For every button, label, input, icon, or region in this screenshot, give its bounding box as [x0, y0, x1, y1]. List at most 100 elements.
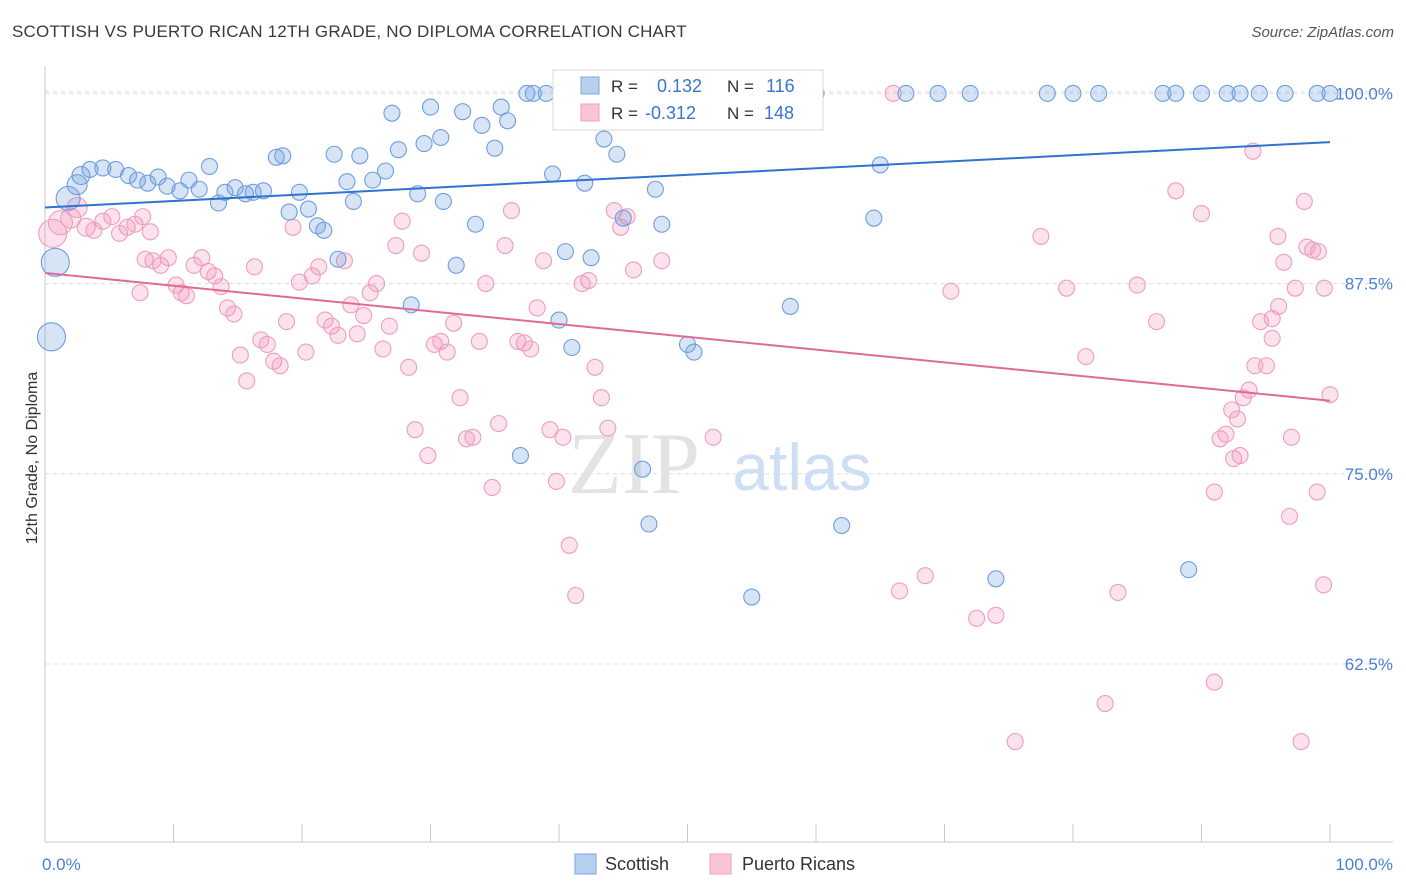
legend-label-scottish: Scottish	[605, 854, 669, 874]
puerto-ricans-point	[1109, 583, 1127, 602]
scottish-point	[576, 174, 594, 192]
puerto-ricans-point	[438, 343, 456, 361]
y-tick-label: 87.5%	[1345, 275, 1393, 294]
y-tick-label: 75.0%	[1345, 465, 1393, 484]
puerto-ricans-point	[432, 332, 450, 350]
scottish-point	[1321, 84, 1339, 102]
scottish-point	[466, 215, 485, 233]
stats-swatch-puerto	[580, 103, 600, 122]
puerto-ricans-point	[592, 389, 610, 407]
puerto-ricans-trend-line	[44, 271, 1331, 402]
scottish-point	[434, 192, 452, 210]
puerto-ricans-point	[218, 299, 237, 317]
scottish-point	[486, 139, 504, 157]
puerto-ricans-point	[1270, 297, 1288, 315]
scottish-point	[40, 247, 70, 277]
puerto-ricans-point	[560, 536, 578, 554]
puerto-ricans-point	[1096, 694, 1114, 713]
puerto-ricans-point	[85, 221, 103, 239]
puerto-ricans-point	[400, 358, 418, 376]
legend-swatch-puerto-ricans	[709, 853, 732, 875]
stats-r-value-puerto: -0.312	[645, 103, 696, 123]
scottish-point	[290, 183, 308, 201]
puerto-ricans-point	[1128, 276, 1146, 294]
puerto-ricans-point	[483, 478, 501, 497]
puerto-ricans-point	[1246, 357, 1264, 375]
scottish-point	[544, 165, 562, 183]
scottish-point	[383, 104, 401, 122]
trend-lines	[44, 141, 1331, 402]
puerto-ricans-point	[1228, 410, 1247, 428]
stats-n-value-scottish: 116	[766, 76, 795, 96]
scottish-point	[987, 570, 1005, 588]
puerto-ricans-point	[1275, 253, 1293, 271]
puerto-ricans-point	[258, 335, 276, 353]
puerto-ricans-point	[599, 419, 617, 437]
scottish-point	[81, 160, 99, 179]
puerto-ricans-point	[1286, 279, 1304, 297]
scottish-point	[55, 185, 81, 211]
scottish-point	[267, 148, 285, 166]
puerto-ricans-point	[238, 372, 256, 390]
puerto-ricans-point	[284, 218, 302, 236]
stats-r-label-scottish: R =	[611, 77, 638, 96]
scottish-point	[409, 185, 427, 203]
puerto-ricans-point	[278, 313, 296, 331]
scottish-trend-line	[44, 141, 1331, 209]
scottish-point	[1090, 84, 1108, 102]
scottish-point	[563, 338, 581, 357]
y-axis-label: 12th Grade, No Diploma	[24, 372, 41, 545]
y-tick-label: 62.5%	[1345, 655, 1393, 674]
stats-legend: R = 0.132 N = 116 R = -0.312 N = 148	[552, 69, 824, 131]
puerto-ricans-point	[1282, 428, 1300, 446]
puerto-ricans-point	[1315, 279, 1333, 297]
scottish-point	[254, 182, 273, 200]
puerto-ricans-point	[916, 567, 934, 585]
puerto-ricans-point	[942, 282, 960, 300]
watermark: ZIP atlas	[568, 416, 872, 513]
scottish-point	[550, 311, 568, 329]
puerto-ricans-point	[323, 317, 341, 335]
puerto-ricans-point	[884, 84, 902, 102]
puerto-ricans-point	[541, 421, 559, 439]
puerto-ricans-point	[1231, 446, 1249, 465]
puerto-ricans-point	[380, 317, 398, 335]
scottish-point	[1276, 84, 1294, 102]
bottom-legend: Scottish Puerto Ricans	[574, 853, 855, 875]
puerto-ricans-point	[355, 306, 373, 325]
puerto-ricans-point	[66, 196, 88, 219]
scottish-point	[1167, 84, 1185, 102]
puerto-ricans-point	[361, 284, 379, 302]
scottish-point	[524, 84, 542, 102]
puerto-ricans-point	[177, 287, 195, 305]
scottish-point	[646, 180, 664, 198]
scottish-point	[415, 135, 433, 153]
scottish-point	[614, 209, 632, 227]
puerto-ricans-point	[528, 299, 546, 317]
puerto-ricans-point	[890, 582, 909, 600]
puerto-ricans-point	[509, 332, 527, 350]
scottish-point	[280, 203, 298, 221]
puerto-ricans-point	[335, 252, 353, 270]
puerto-ricans-point	[1280, 507, 1299, 525]
watermark-zip: ZIP	[568, 416, 700, 513]
puerto-ricans-point	[316, 311, 334, 329]
puerto-ricans-point	[303, 267, 321, 285]
scottish-point	[344, 192, 362, 210]
puerto-ricans-point	[1058, 279, 1076, 297]
scottish-point	[226, 179, 244, 197]
scottish-point	[128, 171, 147, 189]
scottish-point	[216, 183, 234, 201]
puerto-ricans-point	[968, 609, 986, 627]
scottish-point	[432, 128, 450, 147]
scottish-point	[364, 171, 382, 189]
scottish-point	[139, 174, 157, 192]
scottish-point	[640, 515, 658, 533]
puerto-ricans-point	[1211, 430, 1229, 448]
puerto-ricans-point	[464, 428, 482, 446]
puerto-ricans-point	[1269, 227, 1287, 245]
scottish-point	[897, 84, 915, 102]
scottish-point	[595, 130, 613, 148]
scottish-point	[492, 98, 510, 116]
